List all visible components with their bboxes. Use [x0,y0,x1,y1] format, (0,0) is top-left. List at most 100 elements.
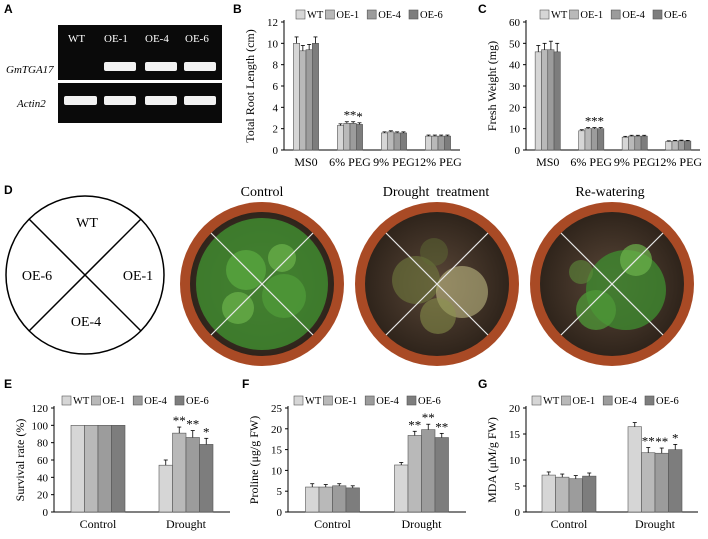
significance-marker: ** [173,413,186,428]
bar-oe-1-9-peg [628,135,636,151]
bar-wt-drought [394,464,409,513]
legend-swatch-oe-4 [364,395,375,406]
significance-marker: * [672,430,679,445]
panel-letter-e: E [4,377,13,391]
bar-wt-12-peg [665,141,673,151]
bar-oe-1-control [318,486,333,513]
y-tick-label: 30 [509,81,521,93]
legend-swatch-oe-6 [652,9,663,20]
bar-oe-6-control [345,487,360,513]
legend-label-oe-4: OE-4 [378,10,401,21]
y-tick-label: 10 [267,38,279,50]
legend-swatch-oe-6 [406,395,417,406]
bar-oe-6-ms0 [553,51,561,151]
layout-label-top: WT [76,216,98,231]
bar-oe-1-6-peg [343,123,351,151]
gel-lane-label-oe6: OE-6 [185,33,209,45]
significance-marker: * [356,109,363,124]
legend-label-wt: WT [543,396,560,407]
x-tick-label: 6% PEG [570,155,612,169]
legend-label-oe-1: OE-1 [336,10,359,21]
x-tick-label: 9% PEG [614,155,656,169]
legend-label-oe-6: OE-6 [664,10,687,21]
bar-oe-4-6-peg [590,128,598,151]
gel-lane-label-oe4: OE-4 [145,33,169,45]
bar-oe-4-6-peg [349,123,357,151]
bar-oe-4-control [332,485,347,513]
legend-label-oe-6: OE-6 [656,396,679,407]
y-tick-label: 40 [37,472,49,484]
legend-label-oe-6: OE-6 [418,396,441,407]
y-tick-label: 0 [515,507,521,519]
bar-wt-drought [627,426,642,513]
y-axis-label: Survival rate (%) [13,419,27,502]
x-tick-label: Drought [635,517,676,531]
gel-band-actin2-oe1 [104,96,136,105]
legend-swatch-oe-6 [174,395,185,406]
bar-oe-6-control [582,475,597,513]
y-tick-label: 15 [271,445,283,457]
y-tick-label: 8 [273,60,279,72]
y-tick-label: 60 [509,17,521,29]
y-tick-label: 25 [271,403,283,415]
bar-wt-drought [158,464,173,513]
legend-swatch-wt [295,9,306,20]
y-tick-label: 10 [271,465,283,477]
gel-row-label-gmtga17: GmTGA17 [6,64,54,76]
bar-wt-6-peg [578,130,586,151]
y-axis-label: Fresh Weight (mg) [485,41,499,131]
legend-swatch-oe-4 [366,9,377,20]
x-tick-label: Control [314,517,351,531]
legend-label-oe-1: OE-1 [334,396,357,407]
y-tick-label: 20 [271,424,283,436]
significance-marker: * [203,424,210,439]
gel-band-gmtga17-oe6 [184,62,216,71]
significance-marker: ** [186,417,199,432]
y-tick-label: 0 [515,145,521,157]
y-tick-label: 0 [277,507,283,519]
y-axis-label: MDA (μM/g FW) [485,417,499,503]
bar-oe-4-ms0 [305,49,313,151]
panel-letter-b: B [233,2,242,16]
legend-swatch-wt [539,9,550,20]
legend-swatch-oe-6 [408,9,419,20]
x-tick-label: 9% PEG [373,155,415,169]
y-tick-label: 15 [509,429,521,441]
significance-marker: * [597,114,604,129]
x-tick-label: MS0 [536,155,559,169]
bar-oe-1-drought [641,452,656,513]
y-tick-label: 4 [273,102,279,114]
y-tick-label: 12 [267,17,278,29]
y-tick-label: 2 [273,124,279,136]
bar-oe-4-drought [185,437,200,513]
chart-survival-rate: 0 20 40 60 80 100 120 Survival rate (%) Control D… [13,395,230,531]
significance-marker: * [591,114,598,129]
x-tick-label: Drought [402,517,443,531]
pot-photo-rewatering [530,202,694,366]
legend-label-oe-6: OE-6 [186,396,209,407]
bar-oe-1-drought [407,435,422,513]
bar-oe-6-12-peg [684,140,692,151]
y-tick-label: 20 [37,490,49,502]
legend-swatch-oe-4 [602,395,613,406]
gel-band-actin2-oe6 [184,96,216,105]
chart-proline: 0 5 10 15 20 25 Proline (μg/g FW) Control Drough… [247,395,466,531]
bar-oe-1-drought [172,432,187,513]
y-tick-label: 20 [509,102,521,114]
panel-letter-f: F [242,377,250,391]
gel-lane-label-wt: WT [68,33,86,45]
bar-wt-9-peg [621,136,629,151]
x-tick-label: Control [551,517,588,531]
significance-marker: * [344,108,351,123]
bar-wt-12-peg [425,135,432,151]
legend-label-oe-1: OE-1 [102,396,125,407]
y-tick-label: 40 [509,60,521,72]
legend-label-oe-1: OE-1 [580,10,603,21]
legend-label-oe-4: OE-4 [614,396,637,407]
significance-marker: * [350,108,357,123]
y-axis-label: Total Root Length (cm) [243,29,257,142]
significance-marker: * [585,114,592,129]
bar-oe-4-9-peg [393,132,401,151]
bar-wt-ms0 [293,43,301,151]
legend-swatch-oe-4 [132,395,143,406]
